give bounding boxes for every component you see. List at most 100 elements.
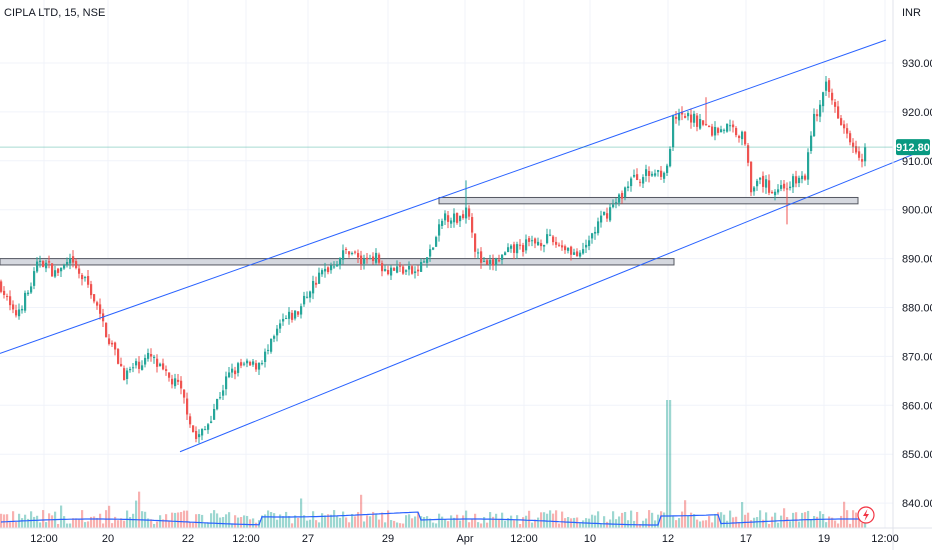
candle-body: [789, 186, 792, 189]
volume-bar: [390, 520, 393, 528]
time-tick-label: 10: [584, 533, 596, 545]
volume-bar: [501, 512, 504, 528]
volume-bar: [663, 512, 666, 528]
price-tick-label: 910.00: [902, 156, 932, 168]
candle-body: [765, 179, 768, 188]
price-tick-label: 930.00: [902, 58, 932, 70]
candle-body: [444, 213, 447, 221]
volume-bar: [297, 517, 300, 528]
volume-bar: [657, 514, 660, 528]
volume-bar: [507, 518, 510, 528]
volume-bar: [408, 514, 411, 528]
time-tick-label: 22: [182, 533, 194, 545]
candle-body: [81, 274, 84, 280]
volume-bar: [294, 515, 297, 528]
candle-body: [645, 169, 648, 176]
volume-bar: [198, 514, 201, 528]
candle-body: [387, 269, 390, 275]
candle-body: [576, 251, 579, 257]
price-tick-label: 850.00: [902, 449, 932, 461]
volume-bar: [831, 517, 834, 528]
candle-body: [213, 408, 216, 420]
volume-bar: [375, 514, 378, 528]
volume-bar: [543, 512, 546, 528]
candle-body: [849, 133, 852, 143]
candle-body: [336, 264, 339, 267]
volume-bar: [117, 520, 120, 528]
trend-channel[interactable]: [0, 39, 926, 453]
price-tick-label: 870.00: [902, 351, 932, 363]
candle-body: [483, 260, 486, 262]
candle-body: [564, 246, 567, 251]
candle-body: [9, 296, 12, 306]
candle-body: [282, 318, 285, 322]
candle-body: [435, 237, 438, 247]
candle-body: [792, 176, 795, 188]
candle-body: [333, 266, 336, 268]
candle-body: [252, 361, 255, 365]
time-axis[interactable]: 12:00 20 22 12:00 27 29 Apr 12:00 10 12 17 19 12:00: [30, 533, 899, 545]
volume-bar: [531, 522, 534, 528]
candle-body: [699, 119, 702, 129]
candle-body: [516, 244, 519, 254]
volume-bar: [135, 500, 138, 528]
candle-body: [204, 429, 207, 431]
candle-body: [366, 257, 369, 260]
volume-bar: [222, 517, 225, 528]
candle-body: [327, 267, 330, 273]
candle-body: [438, 224, 441, 236]
volume-bar: [591, 514, 594, 528]
candle-body: [678, 113, 681, 121]
volume-bar: [774, 512, 777, 528]
volume-bar: [582, 520, 585, 528]
volume-bar: [204, 523, 207, 528]
candle-body: [552, 236, 555, 243]
candle-body: [759, 177, 762, 180]
volume-bar: [765, 512, 768, 528]
candle-body: [450, 220, 453, 224]
candle-body: [567, 247, 570, 251]
candle-body: [393, 268, 396, 271]
lightning-icon[interactable]: [857, 506, 875, 524]
time-tick-label: Apr: [456, 533, 473, 545]
volume-bar: [396, 522, 399, 528]
candle-body: [561, 245, 564, 248]
volume-bar: [123, 520, 126, 528]
volume-bar: [225, 514, 228, 528]
volume-bar: [417, 512, 420, 528]
candle-body: [591, 233, 594, 239]
candle-body: [546, 234, 549, 244]
price-axis[interactable]: 930.00 920.00 910.00 900.00 890.00 880.00 870.…: [902, 58, 932, 510]
candle-body: [651, 173, 654, 176]
candle-body: [855, 146, 858, 153]
candle-body: [57, 268, 60, 273]
volume-bar: [345, 517, 348, 528]
candle-body: [375, 252, 378, 263]
candle-body: [243, 363, 246, 365]
volume-bar: [246, 515, 249, 528]
volume-bar: [177, 512, 180, 528]
volume-bar: [96, 517, 99, 528]
volume-bar: [219, 517, 222, 528]
volume-bar: [525, 515, 528, 528]
volume-bar: [528, 510, 531, 528]
candle-body: [123, 368, 126, 381]
candle-body: [45, 262, 48, 269]
candle-body: [600, 215, 603, 223]
candle-body: [783, 183, 786, 189]
volume-bar: [486, 522, 489, 528]
candle-body: [255, 363, 258, 370]
volume-bar: [78, 519, 81, 528]
volume-bar: [60, 505, 63, 528]
candle-body: [258, 362, 261, 370]
candle-body: [180, 380, 183, 389]
volume-bar: [402, 523, 405, 528]
volume-bar: [714, 513, 717, 528]
volume-bar: [207, 522, 210, 528]
volume-bar: [480, 523, 483, 528]
price-tick-label: 860.00: [902, 400, 932, 412]
volume-bar: [756, 517, 759, 528]
candle-body: [291, 312, 294, 320]
volume-bar: [15, 521, 18, 528]
